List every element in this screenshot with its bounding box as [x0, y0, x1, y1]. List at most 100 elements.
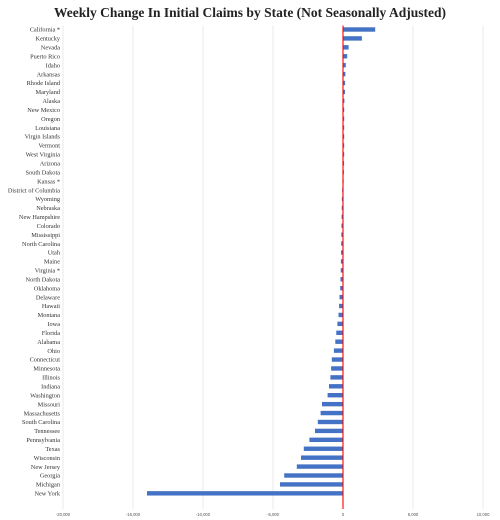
bar	[343, 143, 345, 148]
gridlines	[62, 25, 484, 509]
bar	[331, 357, 343, 362]
chart-title: Weekly Change In Initial Claims by State…	[54, 5, 446, 20]
bar	[343, 98, 345, 104]
bar	[343, 62, 346, 68]
bar	[320, 410, 343, 416]
bar	[337, 321, 343, 327]
category-label: Maryland	[36, 89, 61, 96]
bar	[343, 71, 346, 77]
category-label: New Jersey	[31, 464, 61, 471]
bar	[343, 134, 345, 139]
category-label: Virgin Islands	[25, 134, 61, 141]
category-label: Arkansas	[37, 71, 61, 78]
category-label: Kansas *	[37, 178, 60, 185]
x-tick-label: -5,000	[267, 512, 280, 517]
category-label: Minnesota	[33, 366, 60, 373]
category-label: West Virginia	[26, 152, 61, 159]
bar	[322, 401, 343, 407]
category-label: Wisconsin	[34, 455, 61, 462]
bar	[280, 482, 343, 487]
category-label: Mississippi	[31, 232, 60, 239]
category-label: Illinois	[42, 375, 60, 382]
category-label: Montana	[38, 312, 61, 319]
bar	[340, 259, 343, 264]
category-label: Arizona	[40, 161, 60, 168]
category-label: Washington	[30, 392, 61, 399]
bar	[315, 428, 343, 434]
category-label: Iowa	[47, 321, 60, 328]
category-label: Nevada	[41, 45, 60, 52]
category-label: South Dakota	[26, 169, 61, 176]
bar	[343, 125, 345, 130]
category-label: New York	[34, 491, 60, 498]
x-tick-label: -10,000	[196, 512, 211, 517]
bar	[343, 152, 345, 157]
x-tick-label: 10,000	[477, 512, 490, 517]
category-label: Vermont	[38, 143, 60, 150]
bar	[341, 241, 343, 246]
category-label: Michigan	[36, 482, 61, 489]
category-label: Hawaii	[42, 303, 60, 310]
bar	[340, 277, 343, 282]
bar	[336, 330, 343, 335]
bar	[341, 214, 343, 220]
bar	[343, 89, 345, 95]
category-label: Delaware	[36, 294, 60, 301]
bar	[301, 455, 343, 460]
bar	[343, 45, 349, 50]
bar	[341, 250, 343, 255]
bars	[147, 27, 376, 496]
category-label: North Dakota	[26, 276, 61, 283]
category-label: Wyoming	[35, 196, 61, 203]
category-label: Texas	[45, 446, 60, 453]
category-label: Ohio	[47, 348, 60, 355]
bar	[284, 473, 343, 478]
bar	[335, 339, 343, 344]
bar	[329, 384, 343, 389]
category-label: Indiana	[41, 384, 60, 391]
category-label: New Mexico	[27, 107, 60, 114]
x-tick-label: 0	[342, 512, 345, 517]
category-label: Nebraska	[36, 205, 60, 212]
category-label: South Carolina	[22, 419, 60, 426]
bar	[339, 294, 343, 300]
bar	[296, 464, 343, 469]
category-label: Alabama	[37, 339, 60, 346]
bar	[331, 366, 343, 371]
category-label: District of Columbia	[8, 187, 60, 194]
bar	[333, 348, 343, 353]
category-label: Virginia *	[35, 268, 60, 275]
category-label: California *	[30, 27, 60, 34]
bar	[340, 285, 343, 291]
category-label: Kentucky	[36, 36, 61, 43]
category-label: Louisiana	[35, 125, 60, 132]
bar	[309, 437, 343, 443]
bar	[343, 80, 346, 86]
x-tick-labels: -20,000 -15,000 -10,000 -5,000 0 5,000 10,000	[56, 512, 490, 517]
category-label: Oregon	[41, 116, 61, 123]
bar	[343, 27, 376, 32]
bar	[147, 491, 343, 496]
category-label: New Hampshire	[19, 214, 60, 221]
bar	[340, 268, 343, 273]
bar	[343, 107, 345, 112]
bar	[343, 116, 345, 121]
bar	[343, 54, 348, 59]
x-tick-label: 5,000	[408, 512, 419, 517]
category-label: Rhode Island	[27, 80, 61, 87]
category-label: Oklahoma	[34, 285, 60, 292]
bar	[339, 303, 343, 309]
category-label: Alaska	[43, 98, 61, 105]
bar	[327, 393, 343, 398]
category-label: Missouri	[38, 401, 61, 408]
x-tick-label: -15,000	[126, 512, 141, 517]
x-tick-label: -20,000	[56, 512, 71, 517]
category-label: Tennessee	[34, 428, 60, 435]
category-label: Colorado	[37, 223, 60, 230]
bar	[338, 312, 343, 318]
bar	[343, 36, 362, 41]
bar	[317, 419, 343, 425]
category-label: North Carolina	[22, 241, 60, 248]
